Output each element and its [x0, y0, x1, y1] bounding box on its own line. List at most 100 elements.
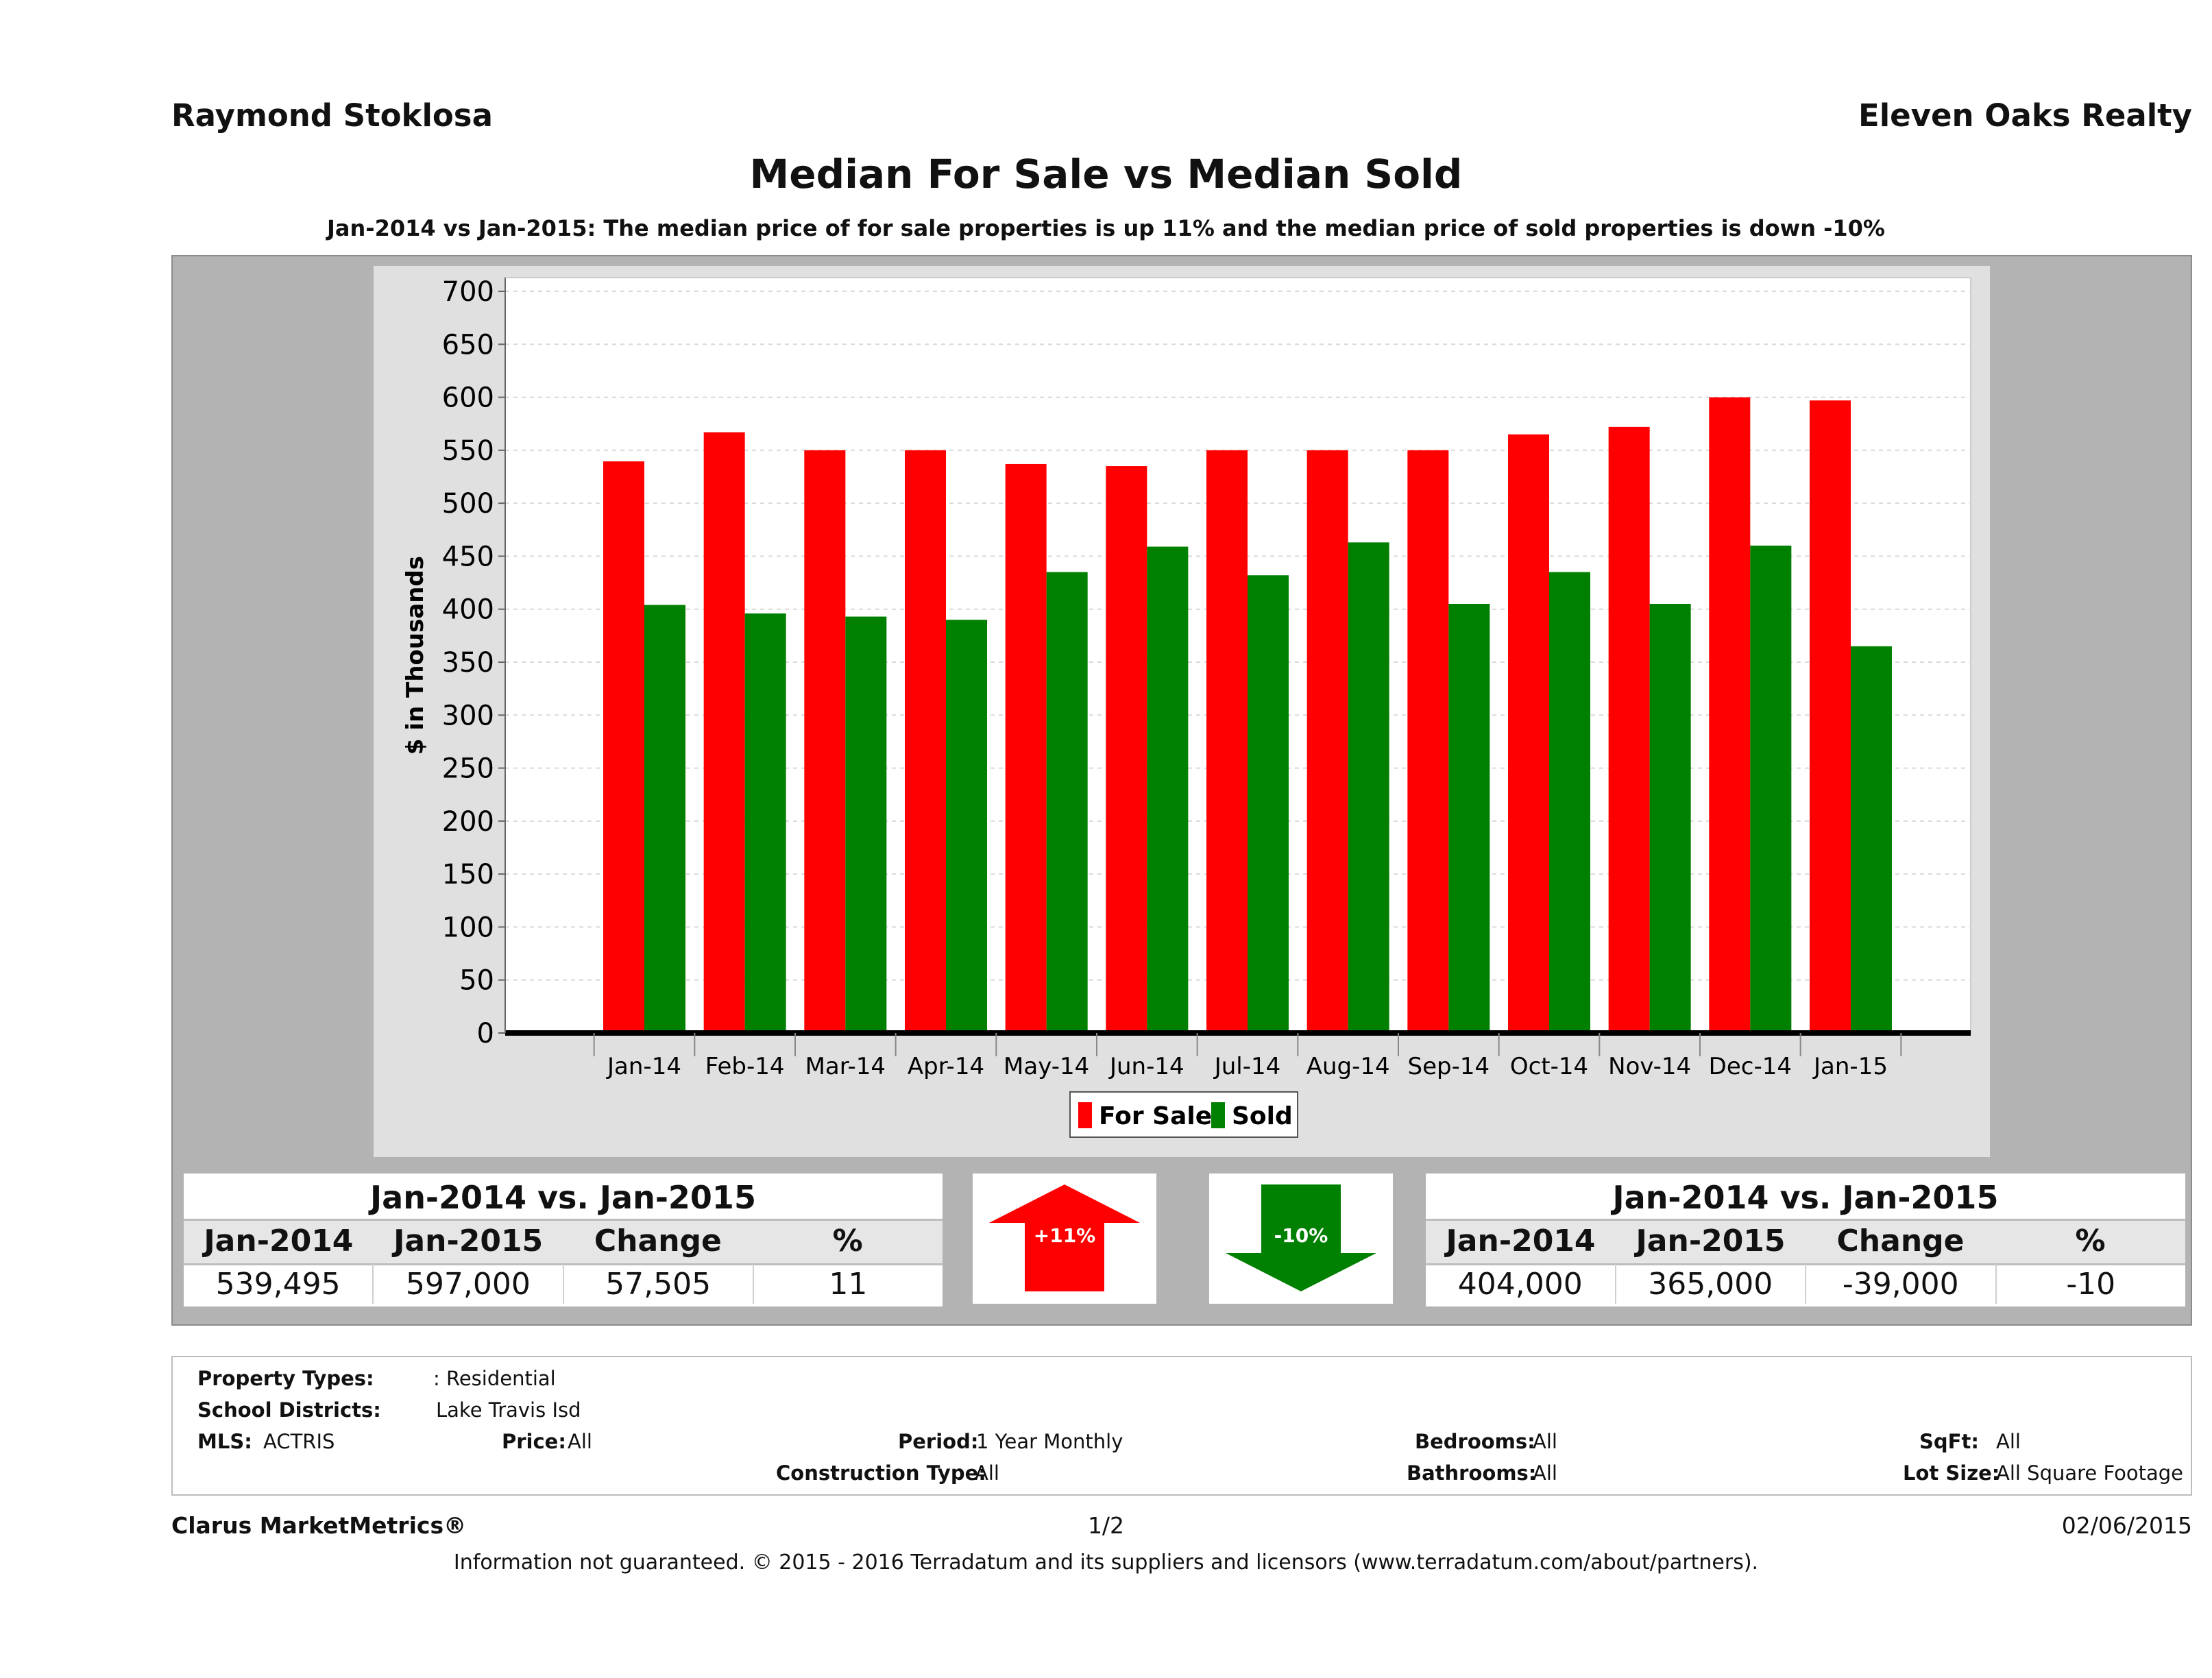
bar-for-sale [1810, 400, 1851, 1033]
bar-sold [1851, 646, 1892, 1033]
sold-summary-values: 404,000 365,000 -39,000 -10 [1426, 1264, 2185, 1304]
bar-sold [1348, 542, 1389, 1033]
header-percent: % [832, 1224, 863, 1258]
bar-for-sale [1709, 397, 1751, 1033]
bathrooms-value: All [1533, 1461, 1557, 1485]
x-tick-label: Dec-14 [1709, 1053, 1792, 1080]
sqft-label: SqFt: [1919, 1430, 1979, 1453]
y-tick-label: 450 [442, 541, 494, 572]
price-value: All [568, 1430, 592, 1453]
bar-sold [744, 613, 786, 1033]
header-percent: % [2075, 1224, 2106, 1258]
value-jan-2014: 404,000 [1457, 1267, 1583, 1302]
legend-box [1069, 1091, 1298, 1138]
y-tick-label: 500 [442, 488, 494, 520]
bar-for-sale [1508, 434, 1549, 1033]
mls-value: ACTRIS [263, 1430, 335, 1453]
y-tick-label: 50 [459, 965, 494, 997]
footer-brand: Clarus MarketMetrics® [171, 1512, 467, 1539]
y-tick-label: 300 [442, 700, 494, 731]
for-sale-summary: Jan-2014 vs. Jan-2015 Jan-2014 Jan-2015 … [184, 1174, 943, 1306]
bar-sold [946, 620, 987, 1033]
chart-subtitle: Jan-2014 vs Jan-2015: The median price o… [327, 215, 1885, 241]
header-jan-2014: Jan-2014 [1446, 1224, 1596, 1258]
company-name: Eleven Oaks Realty [1858, 97, 2192, 134]
header-change: Change [1836, 1224, 1965, 1258]
legend-label-sold: Sold [1232, 1102, 1293, 1130]
y-tick-label: 0 [477, 1018, 494, 1049]
header-jan-2015: Jan-2015 [1636, 1224, 1786, 1258]
for-sale-summary-values: 539,495 597,000 57,505 11 [184, 1264, 943, 1304]
bar-for-sale [603, 461, 644, 1033]
down-arrow-icon [1226, 1184, 1376, 1291]
legend: For Sale Sold [1069, 1091, 1298, 1138]
bar-for-sale [1106, 466, 1147, 1033]
bar-for-sale [703, 432, 745, 1033]
sqft-value: All [1996, 1430, 2021, 1453]
bar-chart: 0 50 100 150 200 250 300 350 400 450 500 550 600 650 7… [374, 266, 1990, 1157]
lot-size-label: Lot Size: [1903, 1461, 2000, 1485]
value-change: -39,000 [1805, 1264, 1995, 1304]
y-tick-label: 100 [442, 912, 494, 943]
x-tick-label: Jul-14 [1213, 1053, 1281, 1080]
legend-swatch-for-sale [1078, 1102, 1092, 1128]
agent-name: Raymond Stoklosa [171, 97, 493, 134]
bar-for-sale [804, 450, 846, 1033]
chart-title: Median For Sale vs Median Sold [749, 151, 1463, 197]
sold-summary: Jan-2014 vs. Jan-2015 Jan-2014 Jan-2015 … [1426, 1174, 2185, 1306]
x-tick-label: Oct-14 [1510, 1053, 1588, 1080]
period-label: Period: [898, 1430, 979, 1453]
value-jan-2014: 539,495 [215, 1267, 341, 1302]
bar-sold [1448, 603, 1490, 1033]
up-arrow-icon [989, 1184, 1140, 1291]
sold-summary-title: Jan-2014 vs. Jan-2015 [1612, 1179, 1999, 1216]
construction-type-value: All [975, 1461, 999, 1485]
legend-swatch-sold [1211, 1102, 1225, 1128]
bar-for-sale [1407, 450, 1449, 1033]
value-percent: -10 [1995, 1264, 2186, 1304]
x-tick-label: Jun-14 [1108, 1053, 1184, 1080]
value-jan-2015: 597,000 [372, 1264, 562, 1304]
bar-sold [1046, 572, 1088, 1033]
property-types-label: Property Types: [197, 1367, 374, 1390]
lot-size-value: All Square Footage [1996, 1461, 2184, 1485]
bar-for-sale [1306, 450, 1348, 1033]
bar-sold [1248, 575, 1289, 1033]
bar-sold [1750, 545, 1792, 1033]
bar-sold [845, 616, 887, 1033]
legend-label-for-sale: For Sale [1099, 1102, 1212, 1130]
value-jan-2015: 365,000 [1614, 1264, 1806, 1304]
bar-for-sale [905, 450, 946, 1033]
school-districts-label: School Districts: [197, 1398, 381, 1422]
sold-summary-header: Jan-2014 Jan-2015 Change % [1426, 1219, 2185, 1265]
x-tick-label: Apr-14 [908, 1053, 984, 1080]
value-change: 57,505 [562, 1264, 753, 1304]
report-date: 02/06/2015 [2061, 1512, 2192, 1539]
y-tick-label: 650 [442, 329, 494, 361]
x-tick-label: Feb-14 [705, 1053, 785, 1080]
price-label: Price: [502, 1430, 566, 1453]
header-jan-2015: Jan-2015 [393, 1224, 544, 1258]
y-tick-label: 550 [442, 435, 494, 467]
y-tick-label: 350 [442, 647, 494, 679]
x-tick-label: Mar-14 [805, 1053, 886, 1080]
x-tick-label: Jan-15 [1812, 1053, 1888, 1080]
y-tick-label: 600 [442, 382, 494, 414]
property-types-value: : Residential [433, 1367, 556, 1390]
value-percent: 11 [752, 1264, 943, 1304]
for-sale-summary-title: Jan-2014 vs. Jan-2015 [370, 1179, 756, 1216]
for-sale-change-badge: +11% [1034, 1224, 1095, 1247]
bathrooms-label: Bathrooms: [1407, 1461, 1537, 1485]
x-tick-label: May-14 [1004, 1053, 1089, 1080]
bar-for-sale [1206, 450, 1248, 1033]
x-tick-label: Nov-14 [1608, 1053, 1691, 1080]
y-axis-label: $ in Thousands [402, 556, 429, 755]
x-tick-label: Aug-14 [1306, 1053, 1390, 1080]
x-tick-label: Jan-14 [606, 1053, 681, 1080]
filters-panel: Property Types: : Residential School Dis… [171, 1356, 2192, 1496]
bar-sold [1649, 603, 1691, 1033]
y-tick-label: 150 [442, 859, 494, 890]
header-jan-2014: Jan-2014 [204, 1224, 354, 1258]
y-tick-label: 400 [442, 594, 494, 626]
bar-sold [1147, 546, 1189, 1033]
